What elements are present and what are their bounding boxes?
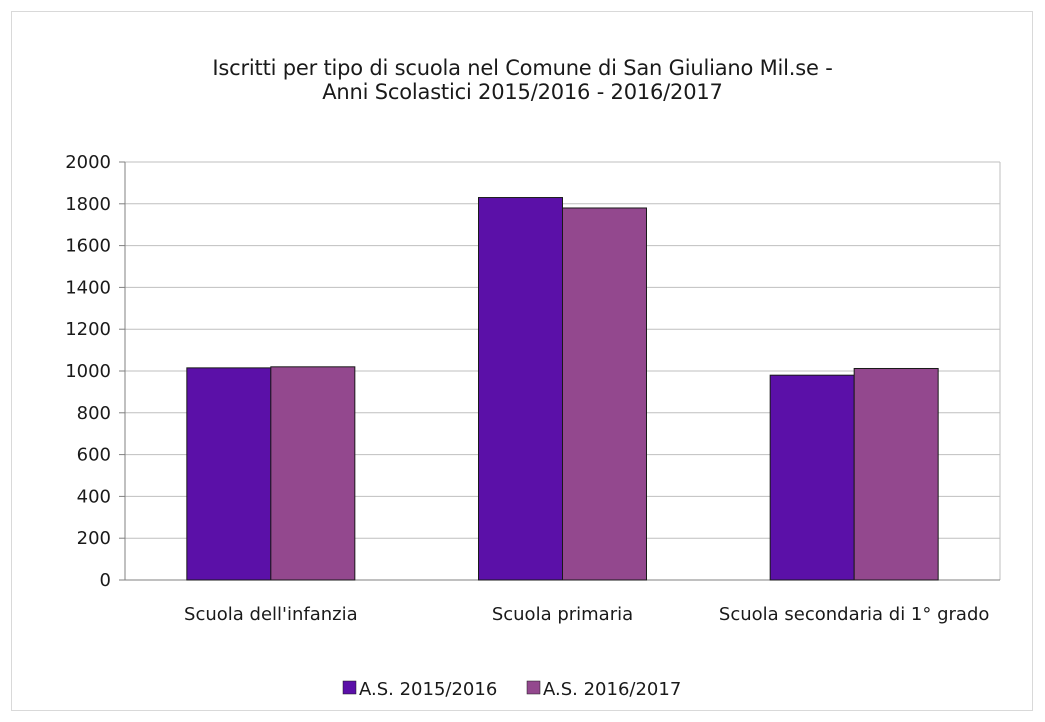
legend-label-1: A.S. 2016/2017 [543,679,681,700]
y-tick-label: 600 [77,445,111,466]
legend-swatch-1 [526,680,541,695]
y-tick-label: 1600 [65,236,111,257]
bars [186,197,939,581]
y-tick-label: 1800 [65,194,111,215]
y-tick-label: 1200 [65,319,111,340]
y-tick-label: 1000 [65,361,111,382]
x-category-label: Scuola primaria [492,604,633,625]
y-tick-label: 2000 [65,152,111,173]
legend-label-0: A.S. 2015/2016 [359,679,497,700]
x-category-label: Scuola dell'infanzia [184,604,358,625]
x-category-label: Scuola secondaria di 1° grado [719,604,990,625]
legend-swatch-0 [342,680,357,695]
chart-subtitle: Anni Scolastici 2015/2016 - 2016/2017 [322,80,723,104]
y-tick-label: 0 [100,570,111,591]
bar-0-1 [270,366,356,581]
bar-1-0 [478,197,563,581]
y-tick-label: 400 [77,486,111,507]
bar-1-1 [562,207,647,581]
y-tick-label: 800 [77,403,111,424]
bar-0-0 [186,367,272,581]
axis-labels: 0 200 400 600 800 1000 1200 1400 1600 1800 2000 Scu… [65,152,989,625]
chart-title: Iscritti per tipo di scuola nel Comune d… [212,56,833,80]
y-tick-label: 200 [77,528,111,549]
bar-2-0 [769,374,855,581]
legend: A.S. 2015/2016 A.S. 2016/2017 [342,679,681,700]
bar-2-1 [853,367,939,581]
y-tick-label: 1400 [65,277,111,298]
